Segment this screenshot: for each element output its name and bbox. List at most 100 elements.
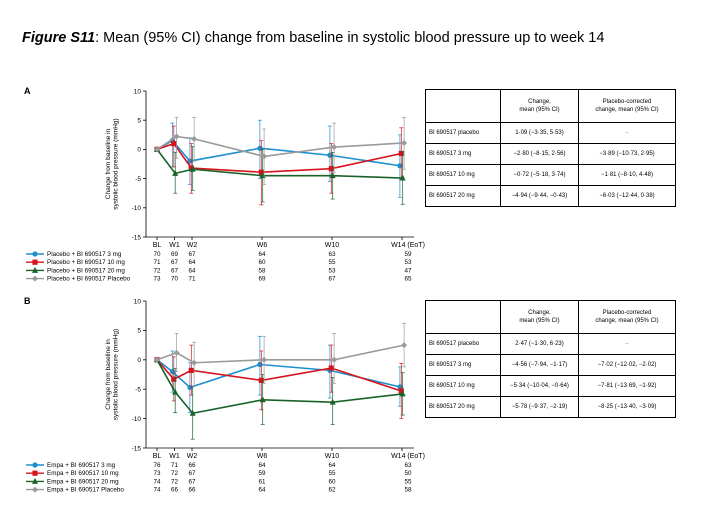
n-count: 62 bbox=[328, 487, 336, 494]
table-row: BI 690517 3 mg −4·56 (−7·94, −1·17) −7·02 … bbox=[425, 354, 676, 376]
panel-label-b: B bbox=[24, 296, 31, 306]
y-tick-label: -10 bbox=[132, 205, 142, 212]
x-tick-label: W1 bbox=[169, 242, 180, 249]
n-count: 58 bbox=[404, 487, 412, 494]
n-count: 66 bbox=[171, 487, 179, 494]
n-count: 73 bbox=[153, 470, 161, 477]
n-count: 61 bbox=[258, 478, 266, 485]
table-cell: ·· bbox=[578, 333, 676, 355]
n-count: 65 bbox=[404, 276, 412, 283]
n-count: 69 bbox=[258, 276, 266, 283]
x-tick-label: W2 bbox=[187, 242, 198, 249]
y-tick-label: -5 bbox=[135, 176, 141, 183]
results-table-a: Change, mean (95% CI) Placebo-corrected cha… bbox=[425, 89, 676, 207]
table-cell: −7·02 (−12·02, −2·02) bbox=[578, 354, 676, 376]
n-count: 67 bbox=[328, 276, 336, 283]
series-line bbox=[156, 148, 403, 179]
y-axis-label-line: systolic blood pressure (mmHg) bbox=[113, 329, 120, 420]
data-point bbox=[191, 359, 198, 366]
series-line bbox=[156, 359, 403, 415]
data-point bbox=[154, 356, 160, 363]
n-count: 64 bbox=[328, 462, 336, 469]
n-count: 59 bbox=[258, 470, 266, 477]
table-cell: −5·78 (−9·37, −2·19) bbox=[500, 396, 579, 418]
legend-marker bbox=[32, 259, 38, 265]
table-row: BI 690517 20 mg −5·78 (−9·37, −2·19) −8·25… bbox=[425, 396, 676, 418]
table-header-cell: Change, mean (95% CI) bbox=[500, 300, 579, 334]
table-header-cell bbox=[425, 300, 501, 334]
table-cell: BI 690517 3 mg bbox=[425, 143, 501, 165]
table-cell: BI 690517 placebo bbox=[425, 333, 501, 355]
n-count: 73 bbox=[153, 276, 161, 283]
legend-marker bbox=[32, 462, 38, 468]
data-point bbox=[189, 165, 196, 172]
data-point bbox=[331, 356, 338, 363]
n-count: 69 bbox=[171, 251, 179, 258]
y-tick-label: -10 bbox=[132, 416, 142, 423]
table-cell: BI 690517 placebo bbox=[425, 122, 501, 144]
n-count: 60 bbox=[328, 478, 336, 485]
y-tick-label: 10 bbox=[134, 298, 142, 305]
n-count: 70 bbox=[171, 276, 179, 283]
table-cell: ·· bbox=[578, 122, 676, 144]
n-count: 67 bbox=[171, 259, 179, 266]
y-axis-label: Change from baseline in systolic blood pr… bbox=[105, 329, 120, 420]
data-point bbox=[258, 169, 264, 175]
x-tick-label: W6 bbox=[257, 242, 268, 249]
y-axis-label-line: Change from baseline in bbox=[105, 339, 112, 410]
data-point bbox=[259, 396, 266, 403]
table-cell: −3·89 (−10·73, 2·95) bbox=[578, 143, 676, 165]
table-cell: BI 690517 20 mg bbox=[425, 396, 501, 418]
y-tick-label: 10 bbox=[134, 88, 142, 95]
n-count: 55 bbox=[328, 470, 336, 477]
table-row: BI 690517 placebo 2·47 (−1·30, 6·23) ·· bbox=[425, 333, 676, 355]
y-axis-label: Change from baseline in systolic blood pr… bbox=[105, 118, 120, 209]
data-point bbox=[329, 172, 336, 179]
table-header-cell bbox=[425, 89, 501, 123]
n-count: 64 bbox=[188, 259, 196, 266]
n-count: 55 bbox=[404, 478, 412, 485]
n-count: 64 bbox=[258, 251, 266, 258]
series-line bbox=[156, 359, 402, 392]
data-point bbox=[188, 165, 194, 171]
n-count: 76 bbox=[153, 462, 161, 469]
x-tick-label: W2 bbox=[187, 453, 198, 460]
table-cell: −2·80 (−8·15, 2·56) bbox=[500, 143, 579, 165]
n-count: 63 bbox=[328, 251, 336, 258]
n-count: 71 bbox=[188, 276, 196, 283]
x-tick-label: W10 bbox=[325, 242, 340, 249]
n-count: 53 bbox=[404, 259, 412, 266]
n-count: 47 bbox=[404, 267, 412, 274]
data-point bbox=[189, 409, 196, 416]
figure-label: Figure S11 bbox=[22, 30, 96, 46]
n-count: 66 bbox=[188, 462, 196, 469]
data-point bbox=[401, 139, 408, 146]
table-cell: 2·47 (−1·30, 6·23) bbox=[500, 333, 579, 355]
legend-label: Placebo + BI 690517 10 mg bbox=[47, 259, 125, 266]
panel-label-a: A bbox=[24, 86, 31, 96]
x-tick-label: W14 (EoT) bbox=[391, 453, 425, 460]
n-count: 63 bbox=[404, 462, 412, 469]
legend-marker bbox=[32, 266, 38, 273]
n-count: 67 bbox=[171, 267, 179, 274]
table-cell: −0·72 (−5·18, 3·74) bbox=[500, 164, 579, 186]
table-cell: −4·94 (−9·44, −0·43) bbox=[500, 185, 579, 207]
table-cell: −8·25 (−13·40, −3·09) bbox=[578, 396, 676, 418]
n-count: 50 bbox=[404, 470, 412, 477]
data-point bbox=[154, 146, 160, 153]
data-point bbox=[171, 376, 177, 382]
y-tick-label: -15 bbox=[132, 234, 142, 241]
legend-label: Empa + BI 690517 Placebo bbox=[47, 487, 124, 494]
table-header-cell: Change, mean (95% CI) bbox=[500, 89, 579, 123]
data-point bbox=[331, 144, 338, 151]
data-point bbox=[172, 388, 179, 395]
table-row: BI 690517 10 mg −5·34 (−10·04, −0·64) −7·8… bbox=[425, 375, 676, 397]
n-count: 64 bbox=[188, 267, 196, 274]
y-tick-label: -5 bbox=[135, 387, 141, 394]
data-point bbox=[171, 140, 177, 147]
data-point bbox=[172, 169, 179, 176]
results-table-b: Change, mean (95% CI) Placebo-corrected cha… bbox=[425, 300, 676, 418]
n-count: 72 bbox=[153, 267, 161, 274]
data-point bbox=[398, 150, 404, 157]
